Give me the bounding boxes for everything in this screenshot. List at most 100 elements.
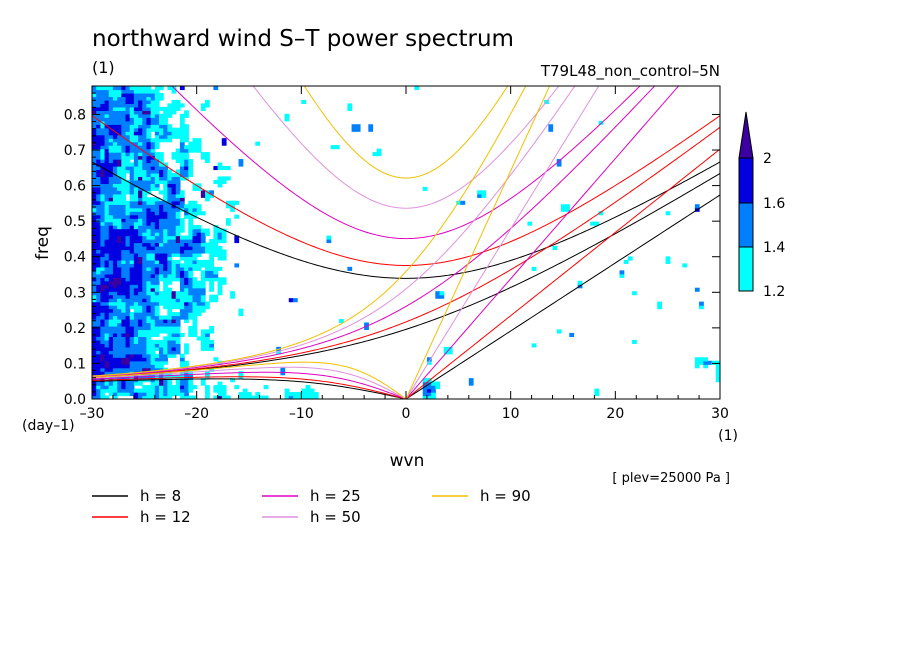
heatmap-cell bbox=[167, 298, 173, 303]
heatmap-cell bbox=[158, 152, 164, 157]
heatmap-cell bbox=[121, 346, 127, 351]
heatmap-cell bbox=[209, 239, 215, 244]
heatmap-cell bbox=[158, 339, 164, 344]
heatmap-cell bbox=[209, 252, 215, 258]
heatmap-cell bbox=[92, 298, 97, 303]
heatmap-cell bbox=[230, 207, 235, 212]
heatmap-cell bbox=[92, 388, 97, 393]
heatmap-cell bbox=[108, 273, 114, 278]
heatmap-cell bbox=[142, 245, 148, 251]
heatmap-cell bbox=[188, 291, 194, 296]
heatmap-cell bbox=[154, 273, 160, 278]
heatmap-cell bbox=[146, 169, 152, 174]
heatmap-cell bbox=[163, 200, 168, 205]
heatmap-cell bbox=[305, 395, 311, 399]
heatmap-cell bbox=[142, 305, 148, 310]
heatmap-cell bbox=[129, 106, 135, 111]
heatmap-cell bbox=[171, 211, 177, 216]
heatmap-cell bbox=[96, 315, 101, 320]
heatmap-cell bbox=[184, 315, 189, 320]
heatmap-cell bbox=[188, 266, 194, 271]
heatmap-cell bbox=[184, 277, 189, 282]
heatmap-cell bbox=[158, 138, 164, 143]
heatmap-cell bbox=[196, 225, 202, 230]
kelvin-curve-h50 bbox=[405, 86, 600, 399]
heatmap-cell bbox=[188, 378, 194, 383]
heatmap-cell bbox=[175, 239, 181, 244]
heatmap-cell bbox=[133, 305, 139, 310]
heatmap-cell bbox=[112, 263, 118, 268]
heatmap-cell bbox=[167, 346, 173, 351]
heatmap-cell bbox=[104, 86, 110, 91]
heatmap-cell bbox=[167, 322, 173, 327]
heatmap-cell bbox=[129, 392, 135, 397]
heatmap-cell bbox=[150, 120, 156, 125]
heatmap-cell bbox=[657, 301, 662, 306]
heatmap-cell bbox=[167, 197, 173, 202]
heatmap-cell bbox=[138, 134, 143, 139]
heatmap-cell bbox=[133, 329, 139, 334]
heatmap-cell bbox=[154, 388, 160, 393]
heatmap-cell bbox=[150, 280, 156, 285]
heatmap-cell bbox=[196, 235, 202, 240]
heatmap-cell bbox=[125, 186, 131, 191]
heatmap-cell bbox=[142, 190, 148, 195]
heatmap-cell bbox=[142, 141, 148, 146]
heatmap-cell bbox=[163, 131, 168, 136]
heatmap-cell bbox=[167, 277, 173, 282]
heatmap-cell bbox=[196, 249, 202, 254]
heatmap-cell bbox=[100, 298, 106, 303]
heatmap-cell bbox=[163, 193, 168, 198]
heatmap-cell bbox=[192, 256, 198, 261]
colorbar-label: 1.4 bbox=[763, 240, 785, 256]
heatmap-cell bbox=[138, 86, 143, 91]
heatmap-cell bbox=[146, 86, 152, 91]
heatmap-cell bbox=[200, 193, 206, 198]
heatmap-cell bbox=[150, 385, 156, 390]
heatmap-cell bbox=[92, 134, 97, 139]
heatmap-cell bbox=[112, 183, 118, 188]
heatmap-cell bbox=[175, 270, 181, 275]
heatmap-cell bbox=[104, 120, 110, 125]
heatmap-cell bbox=[100, 332, 106, 337]
heatmap-cell bbox=[117, 207, 122, 212]
heatmap-cell bbox=[125, 221, 131, 226]
heatmap-cell bbox=[158, 350, 164, 355]
heatmap-cell bbox=[255, 395, 261, 399]
heatmap-cell bbox=[150, 392, 156, 397]
heatmap-cell bbox=[96, 298, 101, 303]
heatmap-cell bbox=[146, 319, 152, 324]
heatmap-cell bbox=[167, 249, 173, 254]
rossby-curve-h12 bbox=[92, 376, 407, 399]
heatmap-cell bbox=[150, 117, 156, 122]
heatmap-cell bbox=[179, 298, 185, 303]
heatmap-cell bbox=[205, 388, 210, 393]
heatmap-cell bbox=[125, 110, 131, 115]
heatmap-cell bbox=[112, 197, 118, 202]
heatmap-cell bbox=[171, 179, 177, 184]
heatmap-cell bbox=[163, 291, 168, 296]
heatmap-cell bbox=[104, 190, 110, 195]
heatmap-cell bbox=[117, 350, 122, 355]
heatmap-cell bbox=[238, 312, 244, 317]
ig-curve-h12 bbox=[92, 115, 720, 266]
heatmap-cell bbox=[158, 364, 164, 369]
heatmap-cell bbox=[129, 245, 135, 251]
heatmap-cell bbox=[175, 169, 181, 174]
x-axis-unit: (1) bbox=[718, 428, 738, 444]
heatmap-cell bbox=[171, 190, 177, 195]
heatmap-cell bbox=[104, 291, 110, 296]
heatmap-cell bbox=[92, 259, 97, 264]
heatmap-cell bbox=[125, 141, 131, 146]
heatmap-cell bbox=[138, 179, 143, 184]
heatmap-cell bbox=[117, 325, 122, 331]
heatmap-cell bbox=[188, 211, 194, 216]
heatmap-cell bbox=[217, 385, 223, 390]
heatmap-cell bbox=[129, 385, 135, 390]
heatmap-cell bbox=[158, 270, 164, 275]
heatmap-cell bbox=[92, 165, 97, 171]
heatmap-cell bbox=[129, 197, 135, 202]
heatmap-cell bbox=[146, 266, 152, 271]
heatmap-cell bbox=[171, 277, 177, 282]
heatmap-cell bbox=[192, 186, 198, 191]
